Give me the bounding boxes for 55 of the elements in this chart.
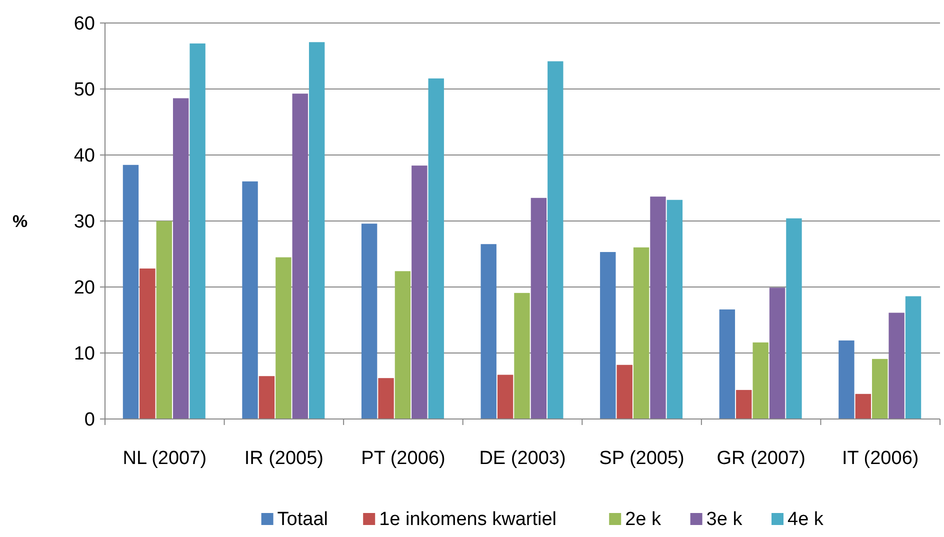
bar [190,43,206,419]
bar [172,98,189,419]
bar [497,374,514,419]
bar [752,342,768,419]
y-tick-label: 10 [74,344,95,365]
bar [292,94,308,419]
bar [905,296,922,419]
bar [666,200,683,419]
bar [480,244,496,419]
legend-label: 1e inkomens kwartiel [379,509,557,530]
y-tick-label: 60 [74,14,95,35]
bar [769,288,786,419]
bar [616,364,632,419]
bar [156,221,172,419]
bar [428,78,444,419]
bar [378,378,394,419]
y-tick-label: 50 [74,80,95,101]
bar [308,42,325,419]
bar [140,268,156,419]
bar [276,257,292,419]
bar [548,61,564,419]
x-tick-label: NL (2007) [122,448,207,469]
y-tick-label: 30 [74,212,95,233]
legend-label: 2e k [625,509,662,530]
bar [600,252,616,419]
y-tick-label: 0 [84,410,95,431]
x-tick-label: GR (2007) [716,448,806,469]
bar [242,181,258,419]
bar [650,196,666,419]
x-tick-label: IR (2005) [244,448,324,469]
legend-label: 4e k [788,509,824,530]
bar [872,358,888,419]
x-tick-label: DE (2003) [479,448,566,469]
y-tick-label: 20 [74,278,95,299]
bar [412,166,428,419]
bar [888,312,904,419]
bar [394,271,411,419]
x-tick-label: PT (2006) [361,448,446,469]
bar [514,292,530,419]
bar [258,376,275,419]
bar [633,247,650,419]
bar [855,394,872,419]
x-tick-label: IT (2006) [842,448,919,469]
y-axis-title: % [12,212,28,231]
x-tick-label: SP (2005) [599,448,684,469]
bar [530,198,547,419]
bar [361,224,378,419]
bar [122,164,139,419]
bar [719,309,736,419]
bar [786,218,802,419]
legend-label: 3e k [706,509,743,530]
bar [838,340,854,419]
legend-label: Totaal [277,509,328,530]
bar [736,390,752,419]
y-tick-label: 40 [74,146,95,167]
